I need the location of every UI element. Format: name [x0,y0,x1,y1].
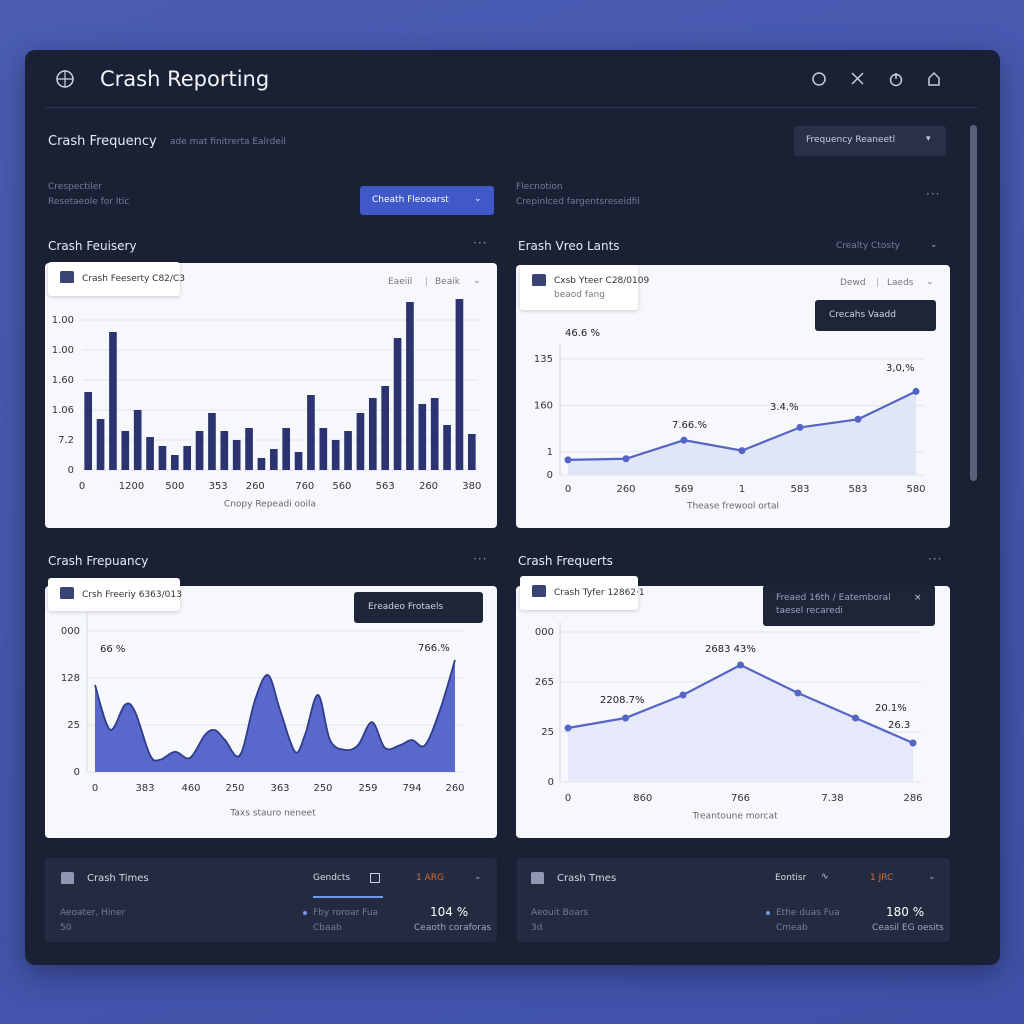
more-menu[interactable]: ··· [926,187,941,201]
panel-title: Crash Feuisery [48,239,137,253]
card-icon [61,872,74,884]
section-title: Crash Frequency [48,134,157,149]
badge: 1 JRC [870,873,894,883]
panel-title: Crash Frepuancy [48,554,149,568]
chevron: ⌄ [473,276,481,286]
tooltip [763,585,935,626]
tooltip-text: Freaed 16th / Eatemboral [776,593,891,603]
chevron: ⌄ [926,277,934,287]
card-value: 180 % [886,905,925,919]
card-value: 104 % [430,905,469,919]
card-text: Cmeab [776,923,808,933]
link[interactable]: Laeds [887,278,914,288]
separator: | [425,277,429,287]
divider [45,107,978,108]
card-icon [531,872,544,884]
chip-label: Cxsb Yteer C28/0109 [554,276,650,286]
card-text: Aeouit Boars [531,908,589,918]
link[interactable]: Beaik [435,277,460,287]
button-label: Ereadeo Frotaels [368,602,444,612]
chevron: ⌄ [930,240,938,250]
bullet [303,911,307,915]
separator: | [876,278,880,288]
filter-text: Crepinlced fargentsreseidfil [516,197,640,207]
badge: 1 ARG [416,873,444,883]
button-label: Crecahs Vaadd [829,310,896,320]
tab-icon [370,873,380,883]
filter-text: Resetaeole for ltic [48,197,130,207]
panel-title: Crash Frequerts [518,554,613,568]
button-label: Cheath Fleooarst [372,195,449,205]
card-text: 3d [531,923,543,933]
tab-underline [313,896,383,898]
chip[interactable]: Crash Feeserty C82/C3 [48,262,185,296]
summary-card [45,858,497,942]
window-controls[interactable] [808,68,948,90]
primary-button[interactable] [360,186,494,215]
filter-text: Flecnotion [516,182,563,192]
chip[interactable]: Cxsb Yteer C28/0109 beaod fang [520,265,649,310]
more-menu[interactable]: ··· [473,236,488,250]
section-subtitle: ade mat finitrerta Ealrdeil [170,137,286,147]
chip-label: Crsh Freeriy 6363/013 [82,590,182,600]
card-title: Crash Tmes [557,873,617,884]
bullet [766,911,770,915]
close-button[interactable]: × [914,593,922,603]
more-menu[interactable]: ··· [473,552,488,566]
chart-card [45,263,497,528]
chip-sub: beaod fang [554,290,605,300]
app-title: Crash Reporting [100,67,270,91]
chip[interactable]: Crsh Freeriy 6363/013 [48,578,182,611]
tooltip-text: taesel recaredi [776,606,843,616]
chevron: ⌄ [474,194,482,204]
card-text: Fby roroar Fua [313,908,379,918]
dropdown-label: Frequency Reaneetl [806,135,896,145]
chevron: ⌄ [474,872,482,882]
chevron: ▾ [926,134,931,144]
app-icon [56,70,74,88]
link[interactable]: Dewd [840,278,866,288]
chip[interactable]: Crash Tyfer 12862·1 [520,576,645,610]
tab[interactable]: Eontisr [775,873,807,883]
chart-card [45,586,497,838]
panel-title: Erash Vreo Lants [518,239,620,253]
link[interactable]: Eaeiil [388,277,413,287]
dropdown[interactable] [794,126,946,156]
tab-icon: ∿ [821,872,829,882]
scrollbar[interactable] [970,125,977,481]
card-text: Aeoater, Hiner [60,908,126,918]
card-text: Cbaab [313,923,342,933]
card-text: Ceaoth coraforas [414,923,492,933]
panel-menu[interactable]: Crealty Ctosty [836,241,900,251]
filter-text: Crespectiler [48,182,102,192]
card-text: Ceasil EG oesits [872,923,944,933]
chevron: ⌄ [928,872,936,882]
card-title: Crash Times [87,873,149,884]
dark-button[interactable]: Crecahs Vaadd [815,300,936,331]
more-menu[interactable]: ··· [928,552,943,566]
dark-button[interactable]: Ereadeo Frotaels [354,592,483,623]
tab[interactable]: Gendcts [313,873,351,883]
chip-label: Crash Tyfer 12862·1 [554,588,645,598]
summary-card [517,858,950,942]
card-text: 50 [60,923,72,933]
card-text: Ethe duas Fua [776,908,840,918]
chip-label: Crash Feeserty C82/C3 [82,274,185,284]
